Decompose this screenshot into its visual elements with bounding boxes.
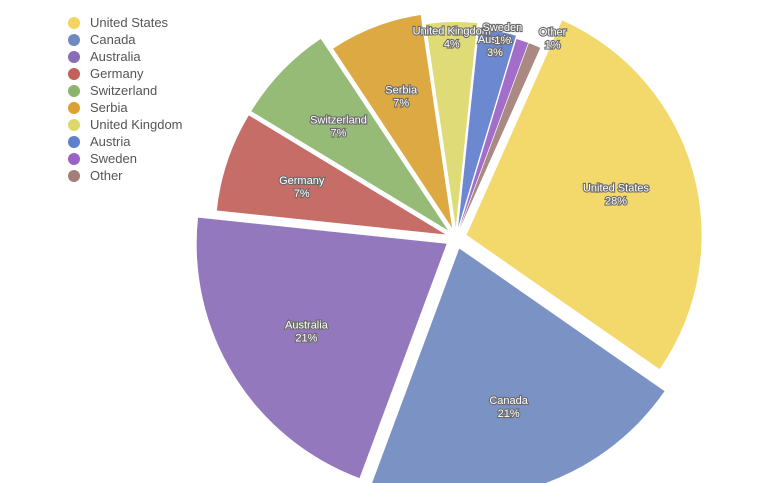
pie-slice-serbia	[333, 15, 453, 228]
legend-item-serbia: Serbia	[68, 99, 183, 116]
slice-label-value: 1%	[494, 35, 510, 47]
legend-label: Sweden	[90, 151, 137, 166]
pie-slice-austria	[458, 28, 516, 228]
legend-item-other: Other	[68, 167, 183, 184]
slice-label-value: 1%	[545, 39, 561, 51]
slice-label-name: United States	[583, 182, 650, 194]
slice-label-value: 7%	[393, 97, 409, 109]
legend-item-canada: Canada	[68, 31, 183, 48]
slice-label-value: 7%	[294, 188, 310, 200]
legend-label: United States	[90, 15, 169, 30]
legend-label: United Kingdom	[90, 117, 183, 132]
legend-swatch	[68, 101, 80, 114]
legend-item-austria: Austria	[68, 133, 183, 150]
slice-label-name: Canada	[489, 395, 528, 407]
pie-slice-other	[460, 43, 541, 228]
legend-swatch	[68, 50, 80, 63]
slice-label-name: Austria	[478, 34, 513, 46]
legend-label: Germany	[90, 66, 144, 81]
legend-swatch	[68, 152, 80, 165]
slice-label-name: Other	[539, 26, 567, 38]
slice-label-value: 7%	[331, 127, 347, 139]
pie-slice-canada	[372, 248, 665, 483]
legend-swatch	[68, 135, 80, 148]
legend-swatch	[68, 67, 80, 80]
legend-label: Serbia	[90, 100, 128, 115]
legend-label: Canada	[90, 32, 136, 47]
legend-swatch	[68, 33, 80, 46]
pie-slice-united-kingdom	[425, 22, 478, 228]
pie-slice-sweden	[459, 38, 529, 228]
pie-slice-germany	[216, 115, 446, 235]
legend-label: Other	[90, 168, 123, 183]
slice-label-value: 3%	[487, 47, 503, 59]
legend-item-sweden: Sweden	[68, 150, 183, 167]
slice-label-name: United Kingdom	[413, 25, 491, 37]
slice-label-value: 4%	[444, 38, 460, 50]
legend-swatch	[68, 118, 80, 131]
slice-label-name: Australia	[285, 320, 329, 332]
legend-item-united-states: United States	[68, 14, 183, 31]
pie-slice-australia	[196, 217, 447, 479]
chart-legend: United States Canada Australia Germany Switz…	[68, 14, 183, 184]
legend-swatch	[68, 169, 80, 182]
slice-label-value: 21%	[295, 333, 317, 345]
slice-label-value: 28%	[605, 195, 627, 207]
legend-label: Australia	[90, 49, 141, 64]
slice-label-name: Sweden	[482, 22, 522, 34]
pie-slice-united-states	[466, 20, 702, 370]
legend-label: Austria	[90, 134, 131, 149]
slice-label-name: Germany	[279, 175, 325, 187]
legend-item-switzerland: Switzerland	[68, 82, 183, 99]
legend-label: Switzerland	[90, 83, 158, 98]
slice-label-name: Switzerland	[310, 114, 367, 126]
legend-item-united-kingdom: United Kingdom	[68, 116, 183, 133]
legend-item-australia: Australia	[68, 48, 183, 65]
slice-label-name: Serbia	[385, 84, 418, 96]
legend-swatch	[68, 84, 80, 97]
legend-swatch	[68, 16, 80, 29]
slice-label-value: 21%	[498, 408, 520, 420]
legend-item-germany: Germany	[68, 65, 183, 82]
pie-slice-switzerland	[251, 38, 449, 231]
